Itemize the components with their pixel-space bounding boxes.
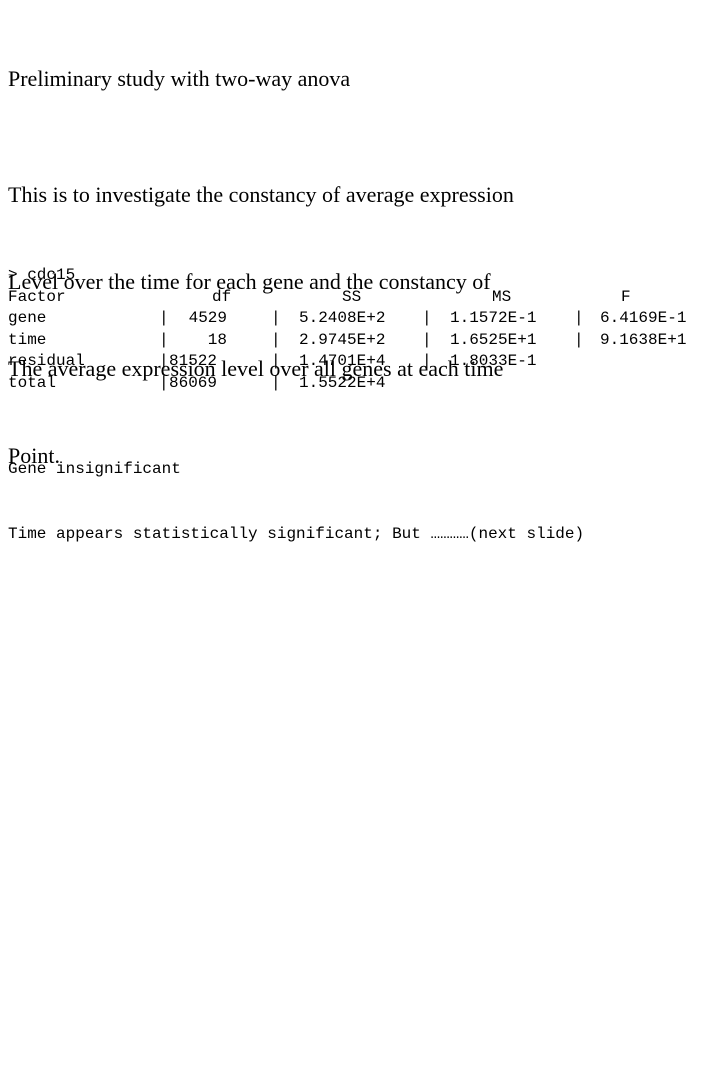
row-ms: 1.6525E+1 (450, 330, 537, 349)
note-line: Gene insignificant (8, 460, 181, 479)
row-sep: | (271, 352, 281, 371)
intro-line: Level over the time for each gene and th… (8, 269, 491, 294)
row-df: 18 (179, 330, 228, 349)
row-sep: | (271, 309, 281, 328)
row-f: 9.1638E+1 (600, 330, 687, 349)
row-sep: | (422, 352, 432, 371)
row-df-sep: | (159, 309, 169, 328)
header-f: F (621, 287, 631, 306)
row-f: 6.4169E-1 (600, 309, 687, 328)
console-prompt: > cdc15 (8, 266, 76, 284)
intro-paragraph: This is to investigate the constancy of … (8, 122, 514, 499)
row-sep: | (574, 309, 584, 328)
header-ms: MS (492, 287, 512, 306)
anova-output: > cdc15 Factor df SS MS F gene | 4529 | … (8, 265, 708, 405)
row-ss: 2.9745E+2 (299, 330, 386, 349)
row-sep: | (422, 330, 432, 349)
row-df: 86069 (169, 374, 218, 392)
row-factor: gene (8, 309, 47, 328)
header-ss: SS (342, 287, 362, 306)
row-sep: | (271, 374, 281, 392)
row-factor: residual (8, 352, 85, 371)
row-ss: 1.5522E+4 (299, 374, 386, 392)
row-df-sep: | (159, 352, 169, 371)
intro-line: This is to investigate the constancy of … (8, 182, 514, 207)
intro-line: The average expression level over all ge… (8, 356, 504, 381)
row-ms: 1.1572E-1 (450, 309, 537, 328)
row-sep: | (271, 330, 281, 349)
header-df: df (212, 287, 232, 306)
conclusion-notes: Gene insignificant Time appears statisti… (8, 416, 584, 567)
row-sep: | (422, 309, 432, 328)
intro-line: Point. (8, 443, 60, 468)
header-factor: Factor (8, 287, 66, 306)
row-sep: | (574, 330, 584, 349)
row-df-sep: | (159, 374, 169, 392)
row-ss: 1.4701E+4 (299, 352, 386, 371)
row-factor: time (8, 330, 47, 349)
row-factor: total (8, 374, 57, 392)
row-df: 81522 (169, 352, 218, 371)
row-ss: 5.2408E+2 (299, 309, 386, 328)
row-df-sep: | (159, 330, 169, 349)
note-line: Time appears statistically significant; … (8, 524, 585, 543)
slide-title: Preliminary study with two-way anova (8, 66, 351, 91)
row-df: 4529 (179, 309, 228, 328)
row-ms: 1.8033E-1 (450, 352, 537, 371)
